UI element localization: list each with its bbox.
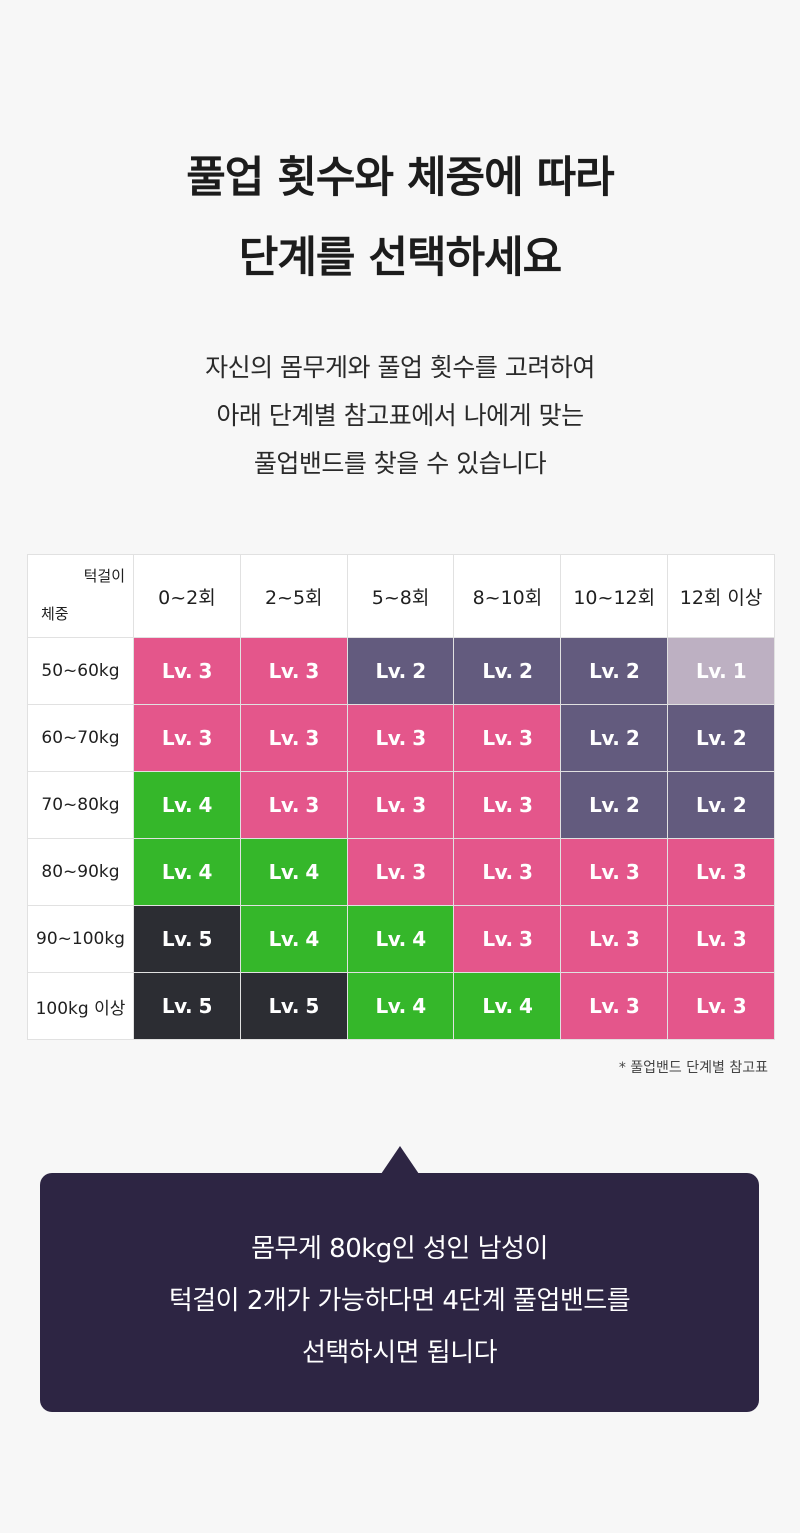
level-cell: Lv. 5 [133,905,241,973]
level-cell: Lv. 1 [667,637,775,705]
column-header: 5~8회 [346,554,455,638]
column-header: 10~12회 [560,554,669,638]
title-line-2: 단계를 선택하세요 [238,233,562,283]
level-cell: Lv. 3 [560,905,669,973]
page-title: 풀업 횟수와 체중에 따라 단계를 선택하세요 [0,138,800,298]
title-line-1: 풀업 횟수와 체중에 따라 [186,153,615,203]
table-footnote: * 풀업밴드 단계별 참고표 [618,1060,768,1076]
level-cell: Lv. 2 [560,637,669,705]
level-cell: Lv. 3 [133,637,241,705]
level-cell: Lv. 3 [560,972,669,1040]
column-header: 2~5회 [239,554,348,638]
callout-line-2: 턱걸이 2개가 가능하다면 4단계 풀업밴드를 [168,1286,631,1316]
level-cell: Lv. 4 [453,972,562,1040]
level-cell: Lv. 3 [453,771,562,839]
level-cell: Lv. 4 [133,771,241,839]
row-header-weight: 70~80kg [27,771,134,839]
row-header-weight: 60~70kg [27,704,134,772]
level-cell: Lv. 4 [346,905,455,973]
level-cell: Lv. 3 [346,838,455,906]
description-line-1: 자신의 몸무게와 풀업 횟수를 고려하여 [205,353,595,382]
level-cell: Lv. 3 [453,704,562,772]
level-cell: Lv. 3 [667,905,775,973]
description: 자신의 몸무게와 풀업 횟수를 고려하여 아래 단계별 참고표에서 나에게 맞는… [0,344,800,488]
level-cell: Lv. 2 [560,704,669,772]
table-row: 60~70kg Lv. 3 Lv. 3 Lv. 3 Lv. 3 Lv. 2 Lv. 2 [27,704,775,772]
level-cell: Lv. 2 [667,771,775,839]
level-cell: Lv. 3 [239,637,348,705]
table-row: 70~80kg Lv. 4 Lv. 3 Lv. 3 Lv. 3 Lv. 2 Lv. 2 [27,771,775,839]
table-row: 100kg 이상 Lv. 5 Lv. 5 Lv. 4 Lv. 4 Lv. 3 Lv. 3 [27,972,775,1040]
callout-pointer [381,1146,419,1174]
corner-label-weight: 체중 [41,605,69,623]
callout-text: 몸무게 80kg인 성인 남성이 턱걸이 2개가 가능하다면 4단계 풀업밴드를… [40,1223,759,1379]
level-cell: Lv. 5 [239,972,348,1040]
table-row: 90~100kg Lv. 5 Lv. 4 Lv. 4 Lv. 3 Lv. 3 Lv. 3 [27,905,775,973]
table-row: 50~60kg Lv. 3 Lv. 3 Lv. 2 Lv. 2 Lv. 2 Lv. 1 [27,637,775,705]
level-cell: Lv. 4 [346,972,455,1040]
description-line-2: 아래 단계별 참고표에서 나에게 맞는 [216,401,584,430]
column-header: 0~2회 [133,554,241,638]
level-cell: Lv. 3 [346,771,455,839]
row-header-weight: 100kg 이상 [27,972,134,1040]
row-header-weight: 50~60kg [27,637,134,705]
column-header: 8~10회 [453,554,562,638]
level-cell: Lv. 2 [560,771,669,839]
level-cell: Lv. 2 [346,637,455,705]
table-row: 80~90kg Lv. 4 Lv. 4 Lv. 3 Lv. 3 Lv. 3 Lv. 3 [27,838,775,906]
pullup-band-reference-table: 턱걸이 체중 0~2회 2~5회 5~8회 8~10회 10~12회 12회 이… [27,554,775,1040]
level-cell: Lv. 3 [346,704,455,772]
column-header: 12회 이상 [667,554,775,638]
description-line-3: 풀업밴드를 찾을 수 있습니다 [253,449,547,478]
row-header-weight: 90~100kg [27,905,134,973]
level-cell: Lv. 3 [239,771,348,839]
level-cell: Lv. 4 [239,838,348,906]
table-header-row: 턱걸이 체중 0~2회 2~5회 5~8회 8~10회 10~12회 12회 이… [27,554,775,638]
level-cell: Lv. 4 [239,905,348,973]
level-cell: Lv. 3 [667,972,775,1040]
level-cell: Lv. 4 [133,838,241,906]
level-cell: Lv. 3 [667,838,775,906]
level-cell: Lv. 3 [453,838,562,906]
row-header-weight: 80~90kg [27,838,134,906]
level-cell: Lv. 2 [667,704,775,772]
callout-line-3: 선택하시면 됩니다 [301,1338,498,1368]
level-cell: Lv. 3 [560,838,669,906]
table-body: 50~60kg Lv. 3 Lv. 3 Lv. 2 Lv. 2 Lv. 2 Lv. 1 60~… [27,637,775,1040]
level-cell: Lv. 3 [133,704,241,772]
callout-box [40,1173,759,1412]
level-cell: Lv. 5 [133,972,241,1040]
level-cell: Lv. 2 [453,637,562,705]
corner-label-pullups: 턱걸이 [83,567,125,585]
callout-line-1: 몸무게 80kg인 성인 남성이 [251,1234,548,1264]
level-cell: Lv. 3 [453,905,562,973]
table-corner-cell: 턱걸이 체중 [27,554,134,638]
level-cell: Lv. 3 [239,704,348,772]
